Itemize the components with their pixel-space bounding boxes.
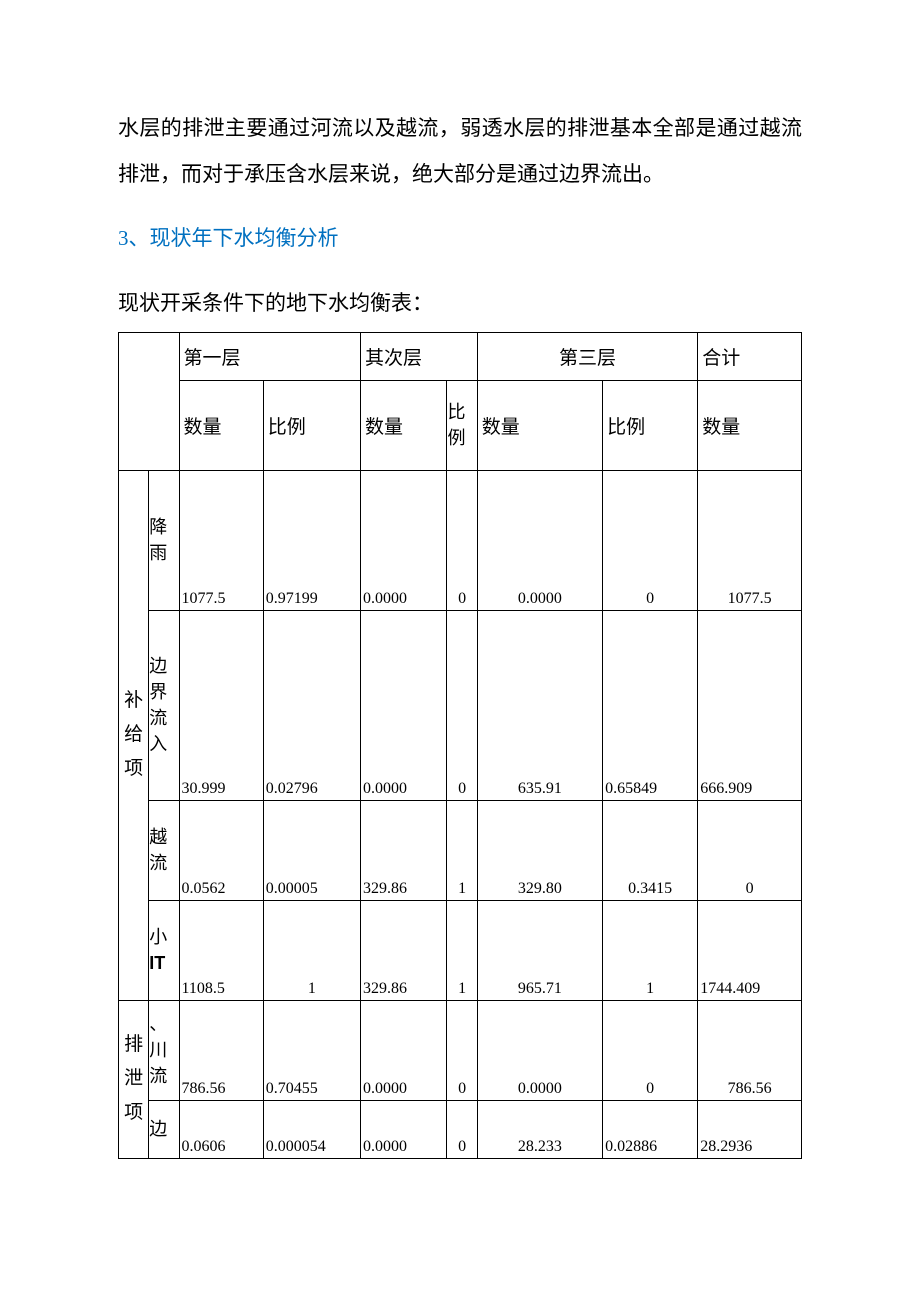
row-label: 边 <box>149 1100 179 1158</box>
group-supply: 补给项 <box>119 470 149 1000</box>
cell-l1-ratio: 0.000054 <box>263 1100 360 1158</box>
cell-l1-ratio: 1 <box>263 900 360 1000</box>
balance-table: 第一层 其次层 第三层 合计 数量 比例 数量 比例 数量 比例 数量 补给项 … <box>118 332 802 1159</box>
cell-l2-ratio: 0 <box>447 610 477 800</box>
cell-l1-qty: 1108.5 <box>179 900 263 1000</box>
cell-l1-qty: 786.56 <box>179 1000 263 1100</box>
cell-l2-qty: 0.0000 <box>361 1000 447 1100</box>
group-drain: 排泄项 <box>119 1000 149 1158</box>
table-row: 排泄项 、川流 786.56 0.70455 0.0000 0 0.0000 0… <box>119 1000 802 1100</box>
cell-l1-ratio: 0.00005 <box>263 800 360 900</box>
cell-l1-ratio: 0.70455 <box>263 1000 360 1100</box>
cell-l2-qty: 0.0000 <box>361 1100 447 1158</box>
table-row: 边 0.0606 0.000054 0.0000 0 28.233 0.0288… <box>119 1100 802 1158</box>
table-row: 小IT 1108.5 1 329.86 1 965.71 1 1744.409 <box>119 900 802 1000</box>
row-label: 、川流 <box>149 1000 179 1100</box>
row-label: 越流 <box>149 800 179 900</box>
col-layer3: 第三层 <box>477 332 697 380</box>
row-label: 边界流入 <box>149 610 179 800</box>
col-total: 合计 <box>698 332 802 380</box>
cell-l3-ratio: 0.65849 <box>603 610 698 800</box>
cell-total: 1744.409 <box>698 900 802 1000</box>
cell-l2-qty: 0.0000 <box>361 470 447 610</box>
cell-l2-ratio: 0 <box>447 1000 477 1100</box>
cell-l2-qty: 0.0000 <box>361 610 447 800</box>
cell-l1-qty: 0.0606 <box>179 1100 263 1158</box>
cell-l1-ratio: 0.02796 <box>263 610 360 800</box>
table-row: 补给项 降雨 1077.5 0.97199 0.0000 0 0.0000 0 … <box>119 470 802 610</box>
table-row: 边界流入 30.999 0.02796 0.0000 0 635.91 0.65… <box>119 610 802 800</box>
cell-l2-ratio: 1 <box>447 800 477 900</box>
col-l2-qty: 数量 <box>361 380 447 470</box>
col-l3-qty: 数量 <box>477 380 602 470</box>
cell-total: 666.909 <box>698 610 802 800</box>
corner-cell <box>119 332 180 470</box>
cell-l2-ratio: 0 <box>447 470 477 610</box>
cell-l3-ratio: 0 <box>603 470 698 610</box>
cell-total: 28.2936 <box>698 1100 802 1158</box>
col-l1-ratio: 比例 <box>263 380 360 470</box>
cell-total: 786.56 <box>698 1000 802 1100</box>
body-paragraph-1: 水层的排泄主要通过河流以及越流，弱透水层的排泄基本全部是通过越流排泄，而对于承压… <box>118 105 802 197</box>
body-paragraph-2: 现状开采条件下的地下水均衡表： <box>118 280 802 326</box>
row-label: 降雨 <box>149 470 179 610</box>
cell-l2-ratio: 1 <box>447 900 477 1000</box>
cell-l2-qty: 329.86 <box>361 800 447 900</box>
cell-l3-qty: 0.0000 <box>477 470 602 610</box>
cell-l1-ratio: 0.97199 <box>263 470 360 610</box>
col-total-qty: 数量 <box>698 380 802 470</box>
cell-total: 0 <box>698 800 802 900</box>
cell-l1-qty: 1077.5 <box>179 470 263 610</box>
cell-l3-qty: 329.80 <box>477 800 602 900</box>
row-label: 小IT <box>149 900 179 1000</box>
col-l1-qty: 数量 <box>179 380 263 470</box>
col-l2-ratio: 比例 <box>447 380 477 470</box>
cell-total: 1077.5 <box>698 470 802 610</box>
table-header-row-1: 第一层 其次层 第三层 合计 <box>119 332 802 380</box>
cell-l3-qty: 635.91 <box>477 610 602 800</box>
cell-l3-ratio: 1 <box>603 900 698 1000</box>
col-layer2: 其次层 <box>361 332 478 380</box>
cell-l3-ratio: 0.3415 <box>603 800 698 900</box>
col-layer1: 第一层 <box>179 332 361 380</box>
cell-l1-qty: 30.999 <box>179 610 263 800</box>
cell-l3-qty: 28.233 <box>477 1100 602 1158</box>
cell-l2-ratio: 0 <box>447 1100 477 1158</box>
cell-l3-ratio: 0.02886 <box>603 1100 698 1158</box>
table-row: 越流 0.0562 0.00005 329.86 1 329.80 0.3415… <box>119 800 802 900</box>
cell-l1-qty: 0.0562 <box>179 800 263 900</box>
col-l3-ratio: 比例 <box>603 380 698 470</box>
cell-l3-qty: 965.71 <box>477 900 602 1000</box>
cell-l2-qty: 329.86 <box>361 900 447 1000</box>
section-heading: 3、现状年下水均衡分析 <box>118 215 802 261</box>
table-header-row-2: 数量 比例 数量 比例 数量 比例 数量 <box>119 380 802 470</box>
cell-l3-qty: 0.0000 <box>477 1000 602 1100</box>
cell-l3-ratio: 0 <box>603 1000 698 1100</box>
